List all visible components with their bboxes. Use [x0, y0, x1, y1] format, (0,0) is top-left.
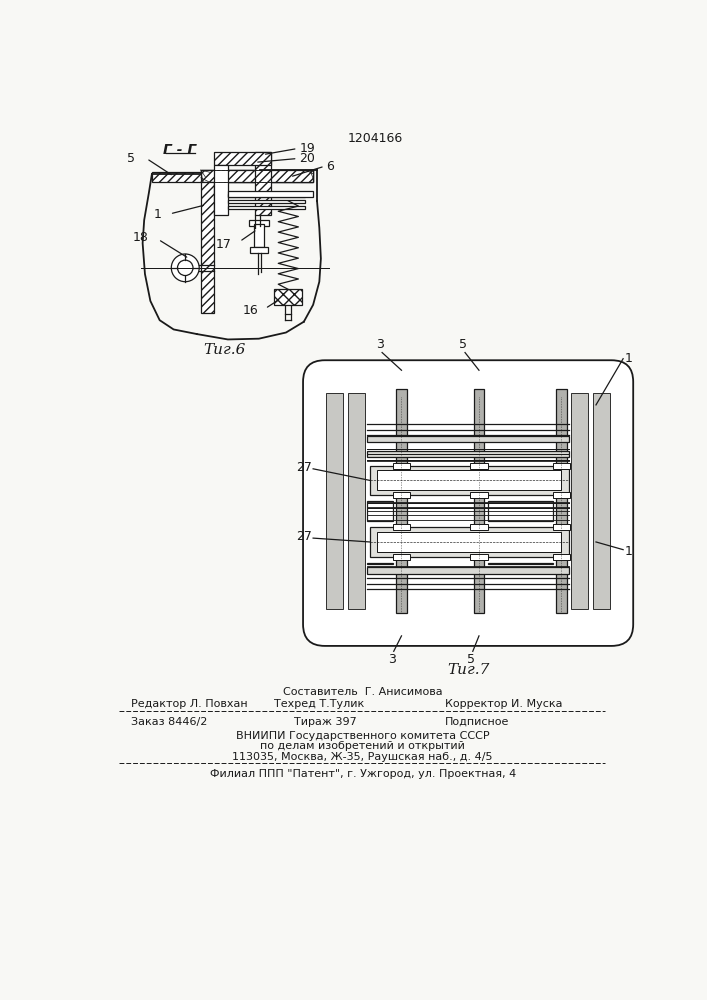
- Bar: [553, 554, 570, 560]
- Bar: [553, 463, 570, 469]
- Bar: [393, 492, 410, 498]
- Text: 3: 3: [388, 653, 396, 666]
- Bar: [593, 393, 610, 609]
- Text: 18: 18: [133, 231, 149, 244]
- Bar: [378, 470, 561, 490]
- Bar: [488, 563, 553, 564]
- Text: 5: 5: [127, 152, 135, 165]
- Text: 113035, Москва, Ж-35, Раушская наб., д. 4/5: 113035, Москва, Ж-35, Раушская наб., д. …: [233, 752, 493, 762]
- Text: Заказ 8446/2: Заказ 8446/2: [131, 717, 207, 727]
- Text: Филиал ППП "Патент", г. Ужгород, ул. Проектная, 4: Филиал ППП "Патент", г. Ужгород, ул. Про…: [209, 769, 516, 779]
- Bar: [228, 200, 305, 203]
- Bar: [470, 463, 488, 469]
- Text: ВНИИПИ Государственного комитета СССР: ВНИИПИ Государственного комитета СССР: [236, 731, 489, 741]
- Text: 1: 1: [154, 208, 162, 221]
- Text: 27: 27: [296, 461, 312, 474]
- FancyBboxPatch shape: [303, 360, 633, 646]
- Text: 1: 1: [625, 352, 633, 365]
- Bar: [470, 492, 488, 498]
- Bar: [393, 463, 410, 469]
- Text: 20: 20: [299, 152, 315, 165]
- Bar: [368, 436, 569, 442]
- Bar: [214, 152, 271, 165]
- Bar: [327, 393, 344, 609]
- Bar: [488, 501, 553, 521]
- Bar: [228, 191, 313, 197]
- Bar: [152, 172, 201, 182]
- Text: Подписное: Подписное: [445, 717, 509, 727]
- Text: Редактор Л. Повхан: Редактор Л. Повхан: [131, 699, 247, 709]
- Bar: [393, 554, 410, 560]
- Bar: [368, 563, 393, 564]
- Bar: [348, 393, 365, 609]
- Text: 16: 16: [243, 304, 259, 317]
- Bar: [368, 451, 569, 457]
- Bar: [255, 152, 271, 215]
- Bar: [553, 524, 570, 530]
- Bar: [474, 389, 484, 613]
- Text: Τиг.7: Τиг.7: [447, 663, 489, 677]
- Text: Τиг.6: Τиг.6: [203, 343, 245, 357]
- Circle shape: [177, 260, 193, 276]
- Text: Тираж 397: Тираж 397: [293, 717, 356, 727]
- Bar: [201, 182, 214, 312]
- Circle shape: [171, 254, 199, 282]
- Text: Г - Г: Г - Г: [163, 143, 197, 157]
- Bar: [553, 492, 570, 498]
- Bar: [250, 247, 268, 253]
- Text: 5: 5: [460, 338, 467, 351]
- Bar: [214, 165, 228, 215]
- Text: Корректор И. Муска: Корректор И. Муска: [445, 699, 562, 709]
- Bar: [368, 501, 393, 521]
- Text: 3: 3: [376, 338, 384, 351]
- Text: 27: 27: [296, 530, 312, 543]
- Text: 5: 5: [467, 653, 475, 666]
- Bar: [370, 466, 569, 495]
- Bar: [396, 389, 407, 613]
- Bar: [201, 170, 313, 182]
- Bar: [368, 567, 569, 574]
- Bar: [274, 289, 303, 305]
- Bar: [470, 524, 488, 530]
- Bar: [470, 554, 488, 560]
- Bar: [201, 170, 313, 182]
- Text: Составитель  Г. Анисимова: Составитель Г. Анисимова: [283, 687, 443, 697]
- Text: 6: 6: [327, 160, 334, 173]
- Bar: [249, 220, 269, 226]
- Bar: [556, 389, 566, 613]
- Bar: [228, 194, 305, 197]
- Text: 1: 1: [625, 545, 633, 558]
- Text: 17: 17: [216, 238, 232, 251]
- Text: по делам изобретений и открытий: по делам изобретений и открытий: [260, 741, 465, 751]
- Bar: [255, 224, 264, 247]
- Bar: [393, 524, 410, 530]
- Text: 1204166: 1204166: [348, 132, 403, 145]
- Bar: [571, 393, 588, 609]
- Text: 19: 19: [299, 142, 315, 155]
- Bar: [378, 532, 561, 552]
- Text: Техред Т.Тулик: Техред Т.Тулик: [274, 699, 365, 709]
- Bar: [228, 206, 305, 209]
- Bar: [201, 170, 313, 182]
- Bar: [370, 527, 569, 557]
